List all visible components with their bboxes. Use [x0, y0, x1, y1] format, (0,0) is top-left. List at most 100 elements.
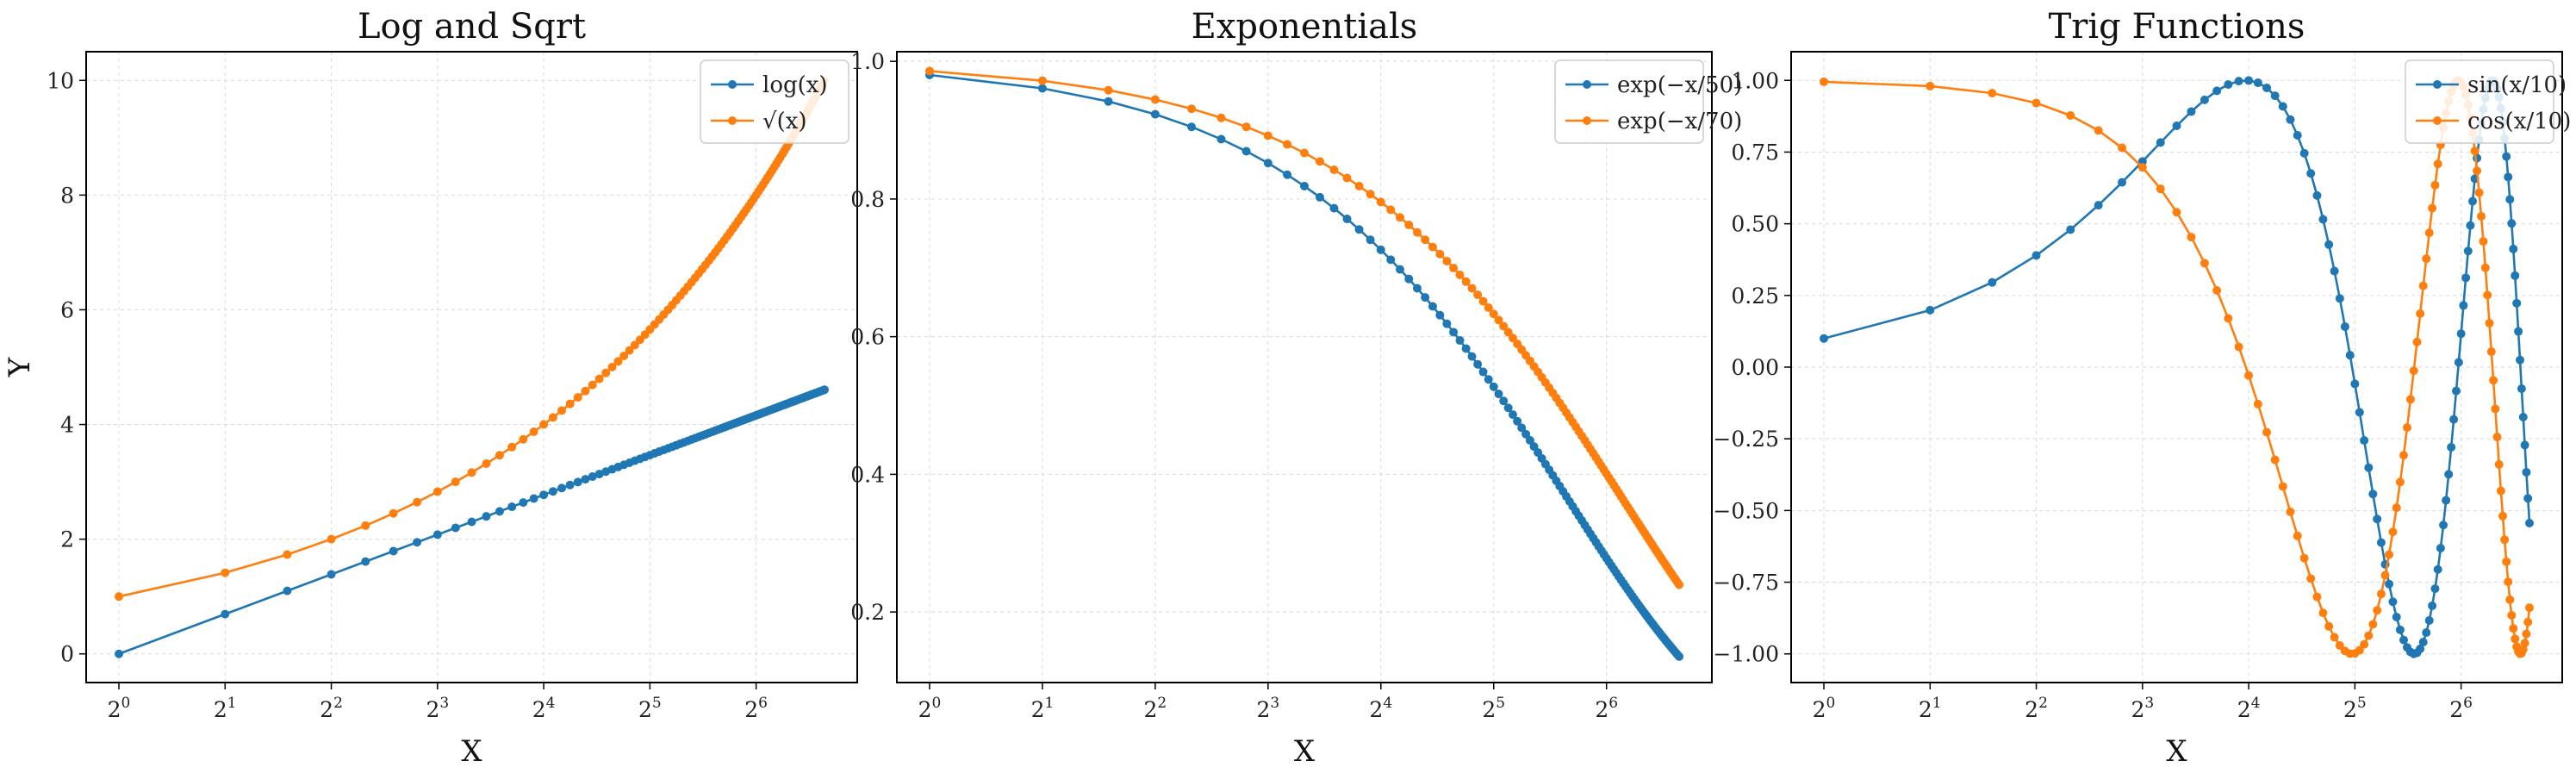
data-point [2368, 620, 2378, 629]
data-point [2454, 358, 2463, 367]
data-point [1300, 148, 1309, 158]
data-point [2416, 309, 2425, 318]
data-point [2492, 433, 2502, 442]
y-tick-label: 0.6 [850, 325, 885, 350]
data-point [2509, 624, 2518, 633]
y-tick-label: 2 [60, 527, 74, 552]
data-point [601, 368, 611, 377]
data-point [2200, 95, 2209, 104]
y-tick-label: 0.2 [850, 600, 885, 625]
data-point [2507, 610, 2517, 620]
series-log [115, 385, 829, 658]
data-point [1412, 228, 1422, 237]
legend: exp(−x/50) exp(−x/70) [1554, 59, 1742, 144]
data-point [2286, 507, 2295, 516]
data-point [1473, 290, 1483, 300]
data-point [221, 568, 230, 577]
data-point [1455, 336, 1465, 346]
data-point [2504, 172, 2513, 182]
data-point [2416, 644, 2425, 653]
legend-swatch-marker [2433, 80, 2442, 89]
data-point [2385, 579, 2394, 589]
y-tick-label: 0.75 [1731, 140, 1779, 165]
data-point [2449, 415, 2459, 424]
data-point [1428, 302, 1437, 311]
data-point [389, 508, 398, 518]
data-point [529, 427, 538, 436]
data-point [2312, 190, 2322, 200]
data-point [389, 546, 398, 556]
chart-title: Log and Sqrt [358, 7, 586, 47]
data-point [2485, 318, 2494, 327]
data-point [2360, 436, 2369, 446]
legend-label: exp(−x/50) [1617, 72, 1742, 98]
data-point [2380, 571, 2390, 580]
data-point [2345, 351, 2355, 360]
y-tick-label: 0.4 [850, 462, 885, 487]
data-point [2318, 608, 2328, 618]
data-point [2137, 163, 2147, 172]
data-point [1525, 436, 1534, 445]
axes-frame [896, 51, 1713, 683]
data-point [820, 385, 829, 395]
data-point [1675, 580, 1683, 589]
data-point [2187, 107, 2196, 116]
data-point [2473, 166, 2482, 176]
data-point [2224, 314, 2233, 323]
data-point [1499, 396, 1509, 406]
data-point [2395, 625, 2405, 634]
data-point [2433, 159, 2442, 169]
data-point [1376, 197, 1385, 207]
y-tick-label: 6 [60, 297, 74, 322]
x-tick-label: 20 [108, 695, 131, 722]
x-tick-label: 24 [1369, 695, 1392, 722]
data-point [1241, 122, 1251, 132]
data-point [2486, 347, 2496, 357]
chart-title: Exponentials [1192, 7, 1418, 47]
data-point [1508, 334, 1517, 343]
data-point [2032, 98, 2041, 108]
data-point [1386, 255, 1396, 265]
data-point [2212, 286, 2222, 295]
data-point [2376, 538, 2386, 547]
data-point [1354, 181, 1364, 190]
x-tick-label: 21 [1031, 695, 1055, 722]
data-point [1216, 113, 1226, 122]
data-point [2480, 263, 2490, 272]
data-point [573, 393, 582, 402]
data-point [1926, 81, 1935, 90]
data-point [925, 66, 934, 76]
data-point [2212, 86, 2222, 96]
data-point [1489, 309, 1498, 319]
legend-box [2405, 59, 2554, 144]
data-point [630, 340, 639, 350]
y-tick-label: 0.50 [1731, 212, 1779, 237]
data-point [2504, 577, 2513, 587]
data-point [2470, 147, 2480, 156]
data-point [2520, 639, 2529, 648]
y-tick-label: 1.0 [850, 49, 885, 74]
x-tick-label: 22 [2025, 695, 2048, 722]
data-point [519, 498, 528, 508]
data-point [557, 483, 567, 493]
data-point [2234, 77, 2243, 86]
data-point [565, 480, 575, 490]
data-point [451, 477, 460, 487]
data-point [2299, 553, 2309, 563]
data-point [2522, 467, 2531, 477]
data-point [2479, 237, 2488, 246]
data-point [539, 420, 549, 429]
data-point [1435, 310, 1445, 320]
y-tick-label: 4 [60, 413, 74, 438]
data-point [619, 351, 629, 360]
data-point [2433, 564, 2442, 574]
data-point [2335, 294, 2344, 303]
legend-swatch-marker [1583, 80, 1591, 89]
data-point [2324, 621, 2334, 631]
data-point [2355, 645, 2364, 655]
data-point [451, 523, 460, 533]
y-tick-label: 8 [60, 183, 74, 208]
data-point [2466, 221, 2475, 230]
x-tick-label: 26 [744, 695, 768, 722]
